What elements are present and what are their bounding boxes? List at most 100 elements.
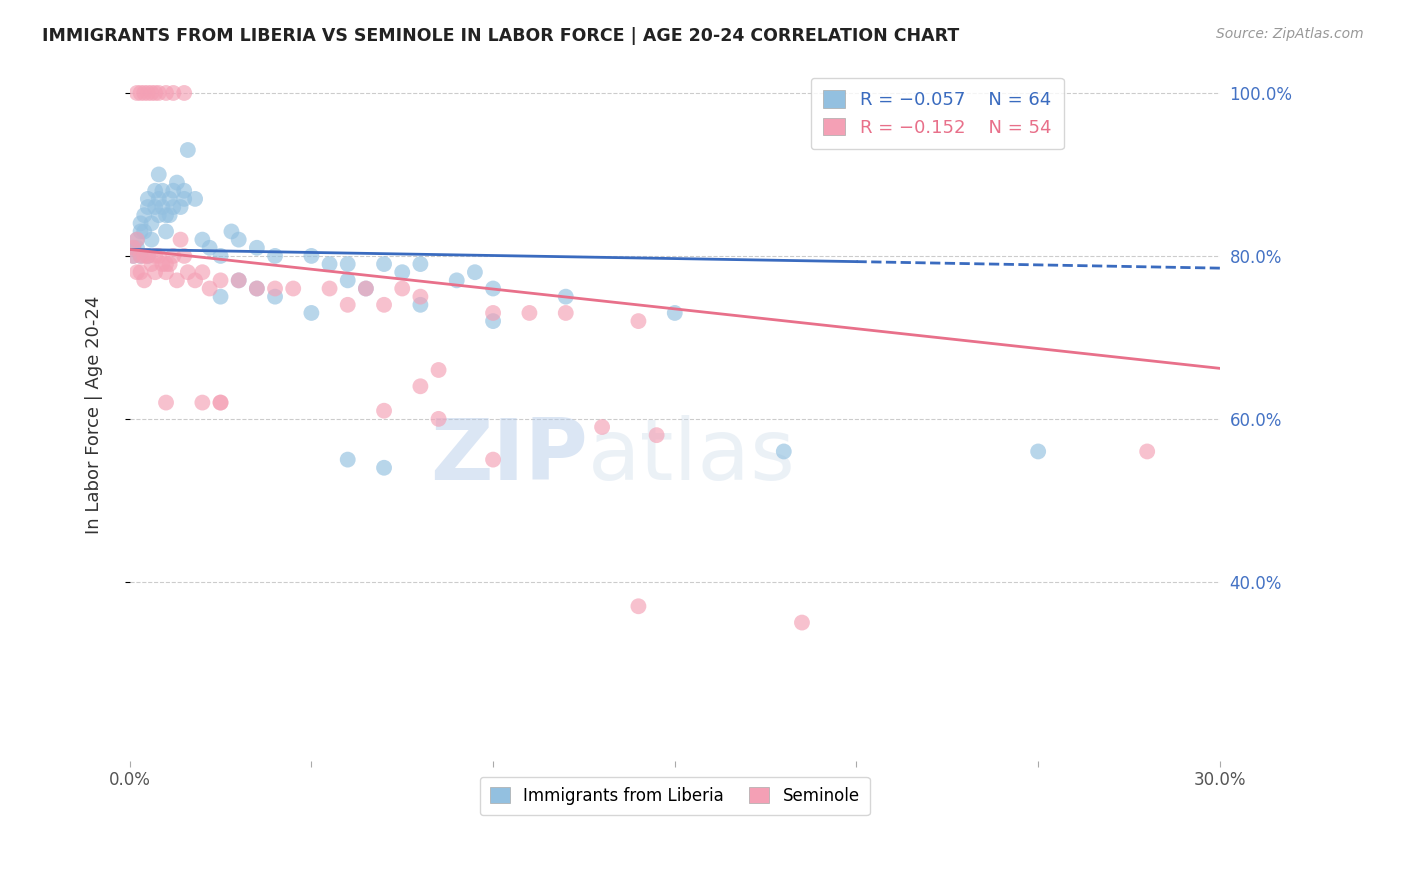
Point xyxy=(125,233,148,247)
Point xyxy=(169,200,191,214)
Point xyxy=(166,273,188,287)
Point xyxy=(299,306,322,320)
Point xyxy=(152,200,174,214)
Point xyxy=(143,184,166,198)
Point xyxy=(122,241,145,255)
Point xyxy=(184,192,207,206)
Point xyxy=(464,265,486,279)
Point xyxy=(772,444,794,458)
Point xyxy=(209,395,232,409)
Point xyxy=(141,233,163,247)
Point xyxy=(409,290,432,304)
Point xyxy=(209,395,232,409)
Point xyxy=(173,192,195,206)
Point xyxy=(228,273,250,287)
Point xyxy=(427,412,450,426)
Point xyxy=(134,86,156,100)
Point xyxy=(519,306,541,320)
Point xyxy=(152,184,174,198)
Point xyxy=(198,281,221,295)
Text: atlas: atlas xyxy=(588,415,796,498)
Point xyxy=(143,200,166,214)
Point xyxy=(141,257,163,271)
Point xyxy=(155,225,177,239)
Point xyxy=(246,281,269,295)
Point xyxy=(155,86,177,100)
Text: IMMIGRANTS FROM LIBERIA VS SEMINOLE IN LABOR FORCE | AGE 20-24 CORRELATION CHART: IMMIGRANTS FROM LIBERIA VS SEMINOLE IN L… xyxy=(42,27,959,45)
Point xyxy=(129,216,152,230)
Point xyxy=(134,225,156,239)
Point xyxy=(645,428,668,442)
Text: ZIP: ZIP xyxy=(430,415,588,498)
Point xyxy=(554,306,576,320)
Point xyxy=(125,241,148,255)
Point xyxy=(162,249,184,263)
Point xyxy=(482,314,505,328)
Point xyxy=(136,249,159,263)
Point xyxy=(391,281,413,295)
Point xyxy=(409,298,432,312)
Point xyxy=(136,192,159,206)
Point xyxy=(264,290,287,304)
Point xyxy=(1026,444,1049,458)
Point xyxy=(122,249,145,263)
Point xyxy=(264,249,287,263)
Point xyxy=(159,192,181,206)
Point xyxy=(125,86,148,100)
Point xyxy=(427,363,450,377)
Point xyxy=(166,176,188,190)
Point xyxy=(373,298,395,312)
Point xyxy=(336,298,359,312)
Point xyxy=(159,257,181,271)
Point xyxy=(664,306,686,320)
Point xyxy=(246,241,269,255)
Point xyxy=(354,281,377,295)
Y-axis label: In Labor Force | Age 20-24: In Labor Force | Age 20-24 xyxy=(86,295,103,534)
Point xyxy=(336,452,359,467)
Point xyxy=(627,314,650,328)
Point xyxy=(191,265,214,279)
Point xyxy=(162,200,184,214)
Point xyxy=(136,86,159,100)
Point xyxy=(129,225,152,239)
Point xyxy=(591,420,613,434)
Point xyxy=(191,233,214,247)
Point xyxy=(409,257,432,271)
Point xyxy=(155,257,177,271)
Point xyxy=(209,249,232,263)
Point xyxy=(148,208,170,222)
Point xyxy=(148,192,170,206)
Point xyxy=(136,249,159,263)
Point xyxy=(409,379,432,393)
Point xyxy=(336,257,359,271)
Point xyxy=(155,265,177,279)
Point xyxy=(129,249,152,263)
Text: Source: ZipAtlas.com: Source: ZipAtlas.com xyxy=(1216,27,1364,41)
Point xyxy=(143,249,166,263)
Point xyxy=(134,249,156,263)
Point xyxy=(122,249,145,263)
Point xyxy=(790,615,813,630)
Point xyxy=(143,86,166,100)
Point xyxy=(221,225,243,239)
Point xyxy=(173,184,195,198)
Point xyxy=(148,249,170,263)
Point xyxy=(159,208,181,222)
Point xyxy=(191,395,214,409)
Point xyxy=(264,281,287,295)
Point xyxy=(173,249,195,263)
Point xyxy=(373,257,395,271)
Point xyxy=(155,395,177,409)
Point xyxy=(299,249,322,263)
Point xyxy=(143,265,166,279)
Point xyxy=(228,273,250,287)
Point xyxy=(134,273,156,287)
Point xyxy=(482,452,505,467)
Point xyxy=(136,200,159,214)
Point xyxy=(129,265,152,279)
Point xyxy=(246,281,269,295)
Point xyxy=(141,216,163,230)
Point xyxy=(141,86,163,100)
Point xyxy=(627,599,650,614)
Point xyxy=(554,290,576,304)
